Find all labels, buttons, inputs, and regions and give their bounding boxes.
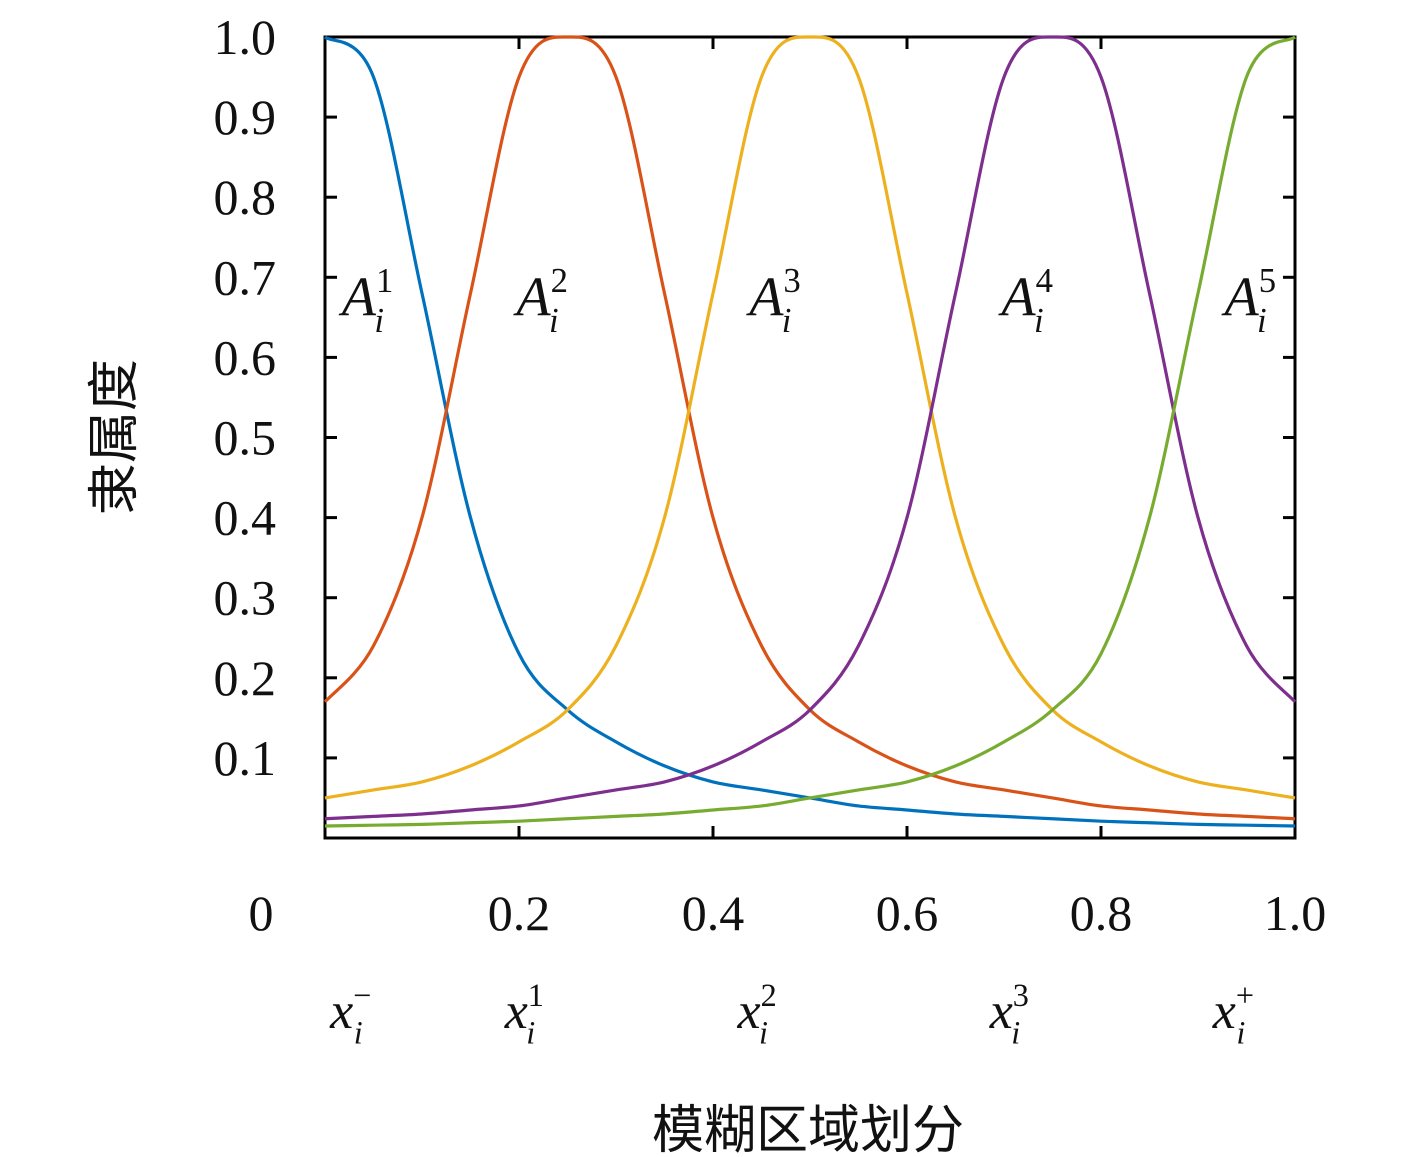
y-tick-label: 0.6: [214, 329, 277, 385]
y-tick-labels: 0.1 0.2 0.3 0.4 0.5 0.6 0.7 0.8 0.9 1.0: [214, 9, 277, 786]
partition-label: x− i: [329, 977, 371, 1050]
membership-curves: [323, 35, 1297, 828]
series-line-5: [324, 35, 1297, 828]
y-tick-label: 0.9: [214, 89, 277, 145]
y-tick-label: 0.2: [214, 650, 277, 706]
y-tick-label: 0.5: [214, 410, 277, 466]
partition-label: x2 i: [737, 977, 777, 1050]
x-axis-title: 模糊区域划分: [652, 1101, 964, 1157]
y-tick-label: 0.4: [214, 490, 277, 546]
x-tick-label: 0.2: [488, 885, 551, 941]
y-tick-label: 1.0: [214, 9, 277, 65]
y-tick-label: 0.7: [214, 249, 277, 305]
y-tick-label: 0.1: [214, 730, 277, 786]
x-tick-label: 0.8: [1070, 885, 1133, 941]
x-tick-labels: 0 0.2 0.4 0.6 0.8 1.0: [249, 885, 1327, 941]
curve-label-1: A1 i: [338, 261, 394, 340]
partition-label: x1 i: [504, 977, 544, 1050]
x-tick-label: 0.4: [682, 885, 745, 941]
curve-labels: A1 i A2 i A3 i A4 i A5 i: [338, 261, 1276, 340]
partition-label: x3 i: [989, 977, 1029, 1050]
series-line-3: [324, 35, 1296, 800]
y-tick-label: 0.3: [214, 570, 277, 626]
y-tick-label: 0.8: [214, 169, 277, 225]
axis-ticks: [323, 35, 1297, 838]
curve-label-2: A2 i: [512, 261, 568, 340]
curve-label-4: A4 i: [997, 261, 1053, 340]
y-axis-title: 隶属度: [85, 359, 145, 515]
curve-label-3: A3 i: [745, 261, 801, 340]
series-line-2: [323, 35, 1296, 821]
plot-frame: [323, 35, 1297, 840]
series-line-1: [323, 35, 1296, 828]
series-line-4: [324, 35, 1297, 821]
partition-label: x+ i: [1212, 977, 1254, 1050]
curve-label-5: A5 i: [1221, 261, 1277, 340]
x-tick-label: 0.6: [876, 885, 939, 941]
x-tick-label: 1.0: [1264, 885, 1327, 941]
x-tick-label: 0: [249, 885, 274, 941]
partition-labels: x− i x1 i x2 i x3 i x+ i: [329, 977, 1254, 1050]
